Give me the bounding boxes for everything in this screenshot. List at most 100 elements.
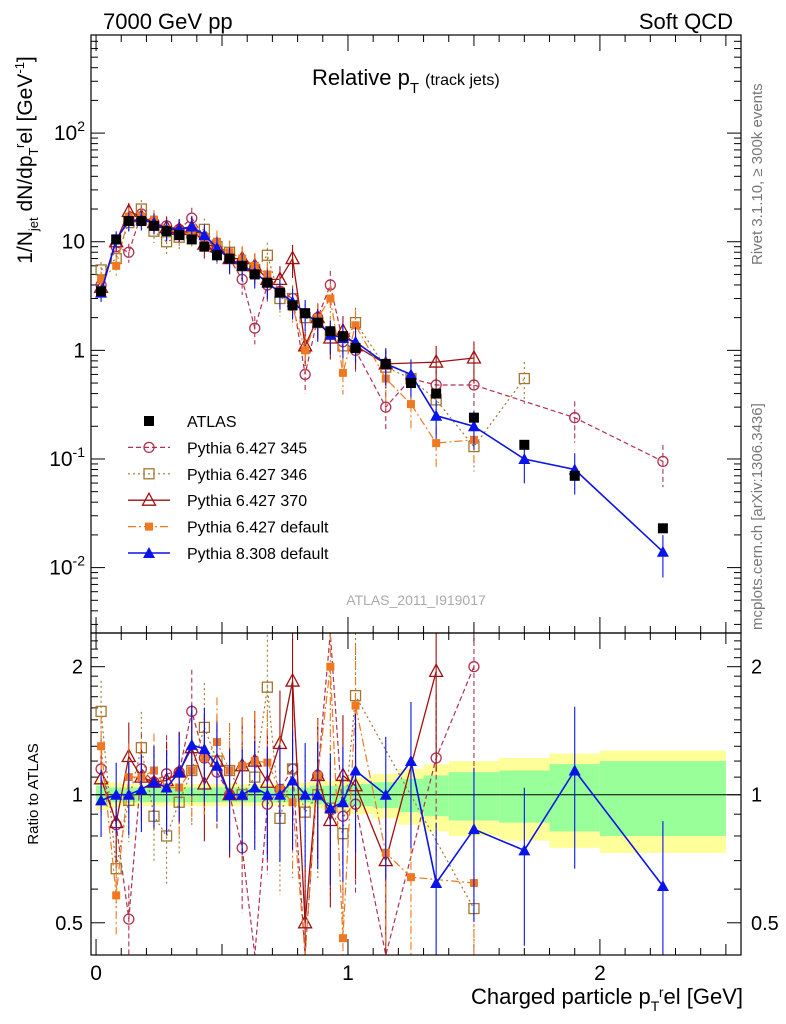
chart-title-sub: T bbox=[410, 80, 419, 97]
data-point-p8def bbox=[430, 877, 443, 889]
x-tick-label: 1 bbox=[342, 962, 354, 985]
series-line-p345 bbox=[100, 213, 664, 462]
header-left: 7000 GeV pp bbox=[103, 9, 233, 34]
data-point-p370 bbox=[428, 353, 444, 368]
ratio-y-tick-label-right: 2 bbox=[751, 657, 762, 679]
data-point-p8def bbox=[404, 368, 417, 380]
data-point-atlas bbox=[262, 277, 273, 288]
data-point-p370 bbox=[141, 491, 157, 506]
main-y-tick-label: 102 bbox=[54, 118, 85, 145]
data-point-p6def bbox=[326, 294, 335, 303]
data-point-atlas bbox=[224, 253, 235, 264]
data-point-p6def bbox=[406, 400, 415, 409]
series-p346 bbox=[95, 200, 530, 472]
data-point-p8def bbox=[147, 776, 160, 788]
data-point-p8def bbox=[198, 743, 211, 755]
data-point-atlas bbox=[380, 358, 391, 369]
data-point-atlas bbox=[274, 287, 285, 298]
data-point-p8def bbox=[185, 738, 198, 750]
data-point-p345 bbox=[143, 441, 155, 454]
data-point-p6def bbox=[97, 742, 106, 751]
legend: ATLAS Pythia 6.427 345 Pythia 6.427 346 Pyt… bbox=[128, 414, 329, 563]
data-point-atlas bbox=[174, 230, 185, 241]
data-point-p8def bbox=[261, 788, 274, 800]
data-point-p8def bbox=[299, 788, 312, 800]
legend-entry-p8def: Pythia 8.308 default bbox=[128, 546, 329, 563]
data-point-atlas bbox=[569, 470, 580, 481]
data-point-p6def bbox=[112, 891, 121, 900]
data-point-atlas bbox=[657, 523, 668, 534]
svg-text:mcplots.cern.ch [arXiv:1306.34: mcplots.cern.ch [arXiv:1306.3436] bbox=[749, 403, 766, 630]
data-point-p6def bbox=[97, 275, 106, 284]
data-point-p370 bbox=[428, 662, 444, 678]
data-point-p8def bbox=[311, 788, 324, 800]
data-point-p8def bbox=[656, 880, 669, 892]
data-point-p8def bbox=[248, 781, 261, 793]
main-y-tick-label: 1 bbox=[73, 339, 85, 362]
legend-entry-p346: Pythia 6.427 346 bbox=[128, 467, 307, 484]
data-point-atlas bbox=[519, 439, 530, 450]
svg-text:Ratio to ATLAS: Ratio to ATLAS bbox=[25, 743, 42, 844]
data-point-p8def bbox=[467, 420, 480, 432]
legend-label: Pythia 6.427 346 bbox=[187, 467, 307, 484]
data-point-p8def bbox=[173, 766, 186, 778]
data-point-p345 bbox=[468, 661, 480, 673]
data-point-p8def bbox=[210, 759, 223, 771]
series-line-p8def bbox=[100, 218, 664, 553]
main-y-tick-label: 10-1 bbox=[49, 444, 85, 471]
series-atlas bbox=[96, 216, 668, 534]
axes-ticks: 10-2 10-1 1 10 102 0.5 0.5 1 1 2 2 0 1 2 bbox=[49, 35, 779, 985]
data-point-p8def bbox=[185, 220, 198, 232]
ratio-y-tick-label-right: 1 bbox=[751, 785, 762, 807]
x-tick-label: 2 bbox=[594, 962, 606, 985]
data-point-p6def bbox=[338, 934, 347, 943]
data-point-p8def bbox=[160, 781, 173, 793]
svg-text:1/Njet dN/dpTrel [GeV-1]: 1/Njet dN/dpTrel [GeV-1] bbox=[12, 56, 41, 264]
data-point-p8def bbox=[656, 545, 669, 557]
data-point-atlas bbox=[136, 216, 147, 227]
legend-label: Pythia 6.427 default bbox=[187, 520, 329, 537]
data-point-p345 bbox=[123, 913, 135, 925]
data-point-atlas bbox=[96, 286, 107, 297]
series-p345 bbox=[95, 205, 669, 488]
data-point-atlas bbox=[287, 300, 298, 311]
x-tick-label: 0 bbox=[90, 962, 102, 985]
data-point-atlas bbox=[199, 241, 210, 252]
data-point-atlas bbox=[350, 343, 361, 354]
series-line-p6def bbox=[100, 216, 474, 444]
data-point-p6def bbox=[432, 439, 441, 448]
chart-title: Relative pT (track jets) bbox=[312, 65, 500, 97]
series-line-p8def bbox=[100, 743, 664, 887]
chart-title-extra: (track jets) bbox=[425, 72, 500, 89]
ratio-y-tick-label: 0.5 bbox=[55, 913, 83, 935]
data-point-atlas bbox=[211, 250, 222, 261]
legend-entry-p345: Pythia 6.427 345 bbox=[128, 440, 307, 457]
data-point-p8def bbox=[273, 788, 286, 800]
legend-label: Pythia 6.427 345 bbox=[187, 440, 307, 457]
series-p8def bbox=[95, 210, 669, 578]
main-series-group bbox=[93, 200, 669, 578]
ratio-series-group bbox=[93, 632, 669, 956]
header-right: Soft QCD bbox=[639, 9, 733, 34]
data-point-p8def bbox=[467, 823, 480, 835]
data-point-p370 bbox=[466, 349, 482, 364]
data-point-p370 bbox=[284, 250, 301, 265]
data-point-p8def bbox=[236, 788, 249, 800]
main-y-tick-label: 10 bbox=[62, 231, 85, 254]
data-point-p8def bbox=[110, 788, 123, 800]
data-point-p345 bbox=[657, 455, 669, 468]
series-p6def bbox=[97, 207, 478, 468]
data-point-atlas bbox=[144, 416, 154, 426]
data-point-p8def bbox=[379, 788, 392, 800]
data-point-p8def bbox=[336, 796, 349, 808]
side-text-rivet: Rivet 3.1.10, ≥ 300k events bbox=[749, 83, 766, 265]
data-point-atlas bbox=[325, 326, 336, 337]
data-point-p8def bbox=[135, 783, 148, 795]
data-point-atlas bbox=[161, 226, 172, 237]
main-y-tick-label: 10-2 bbox=[49, 553, 85, 580]
data-point-p8def bbox=[143, 547, 155, 558]
legend-entry-p370: Pythia 6.427 370 bbox=[128, 491, 307, 510]
data-point-p8def bbox=[349, 764, 362, 776]
y-axis-label-main: 1/Njet dN/dpTrel [GeV-1] bbox=[12, 56, 41, 264]
